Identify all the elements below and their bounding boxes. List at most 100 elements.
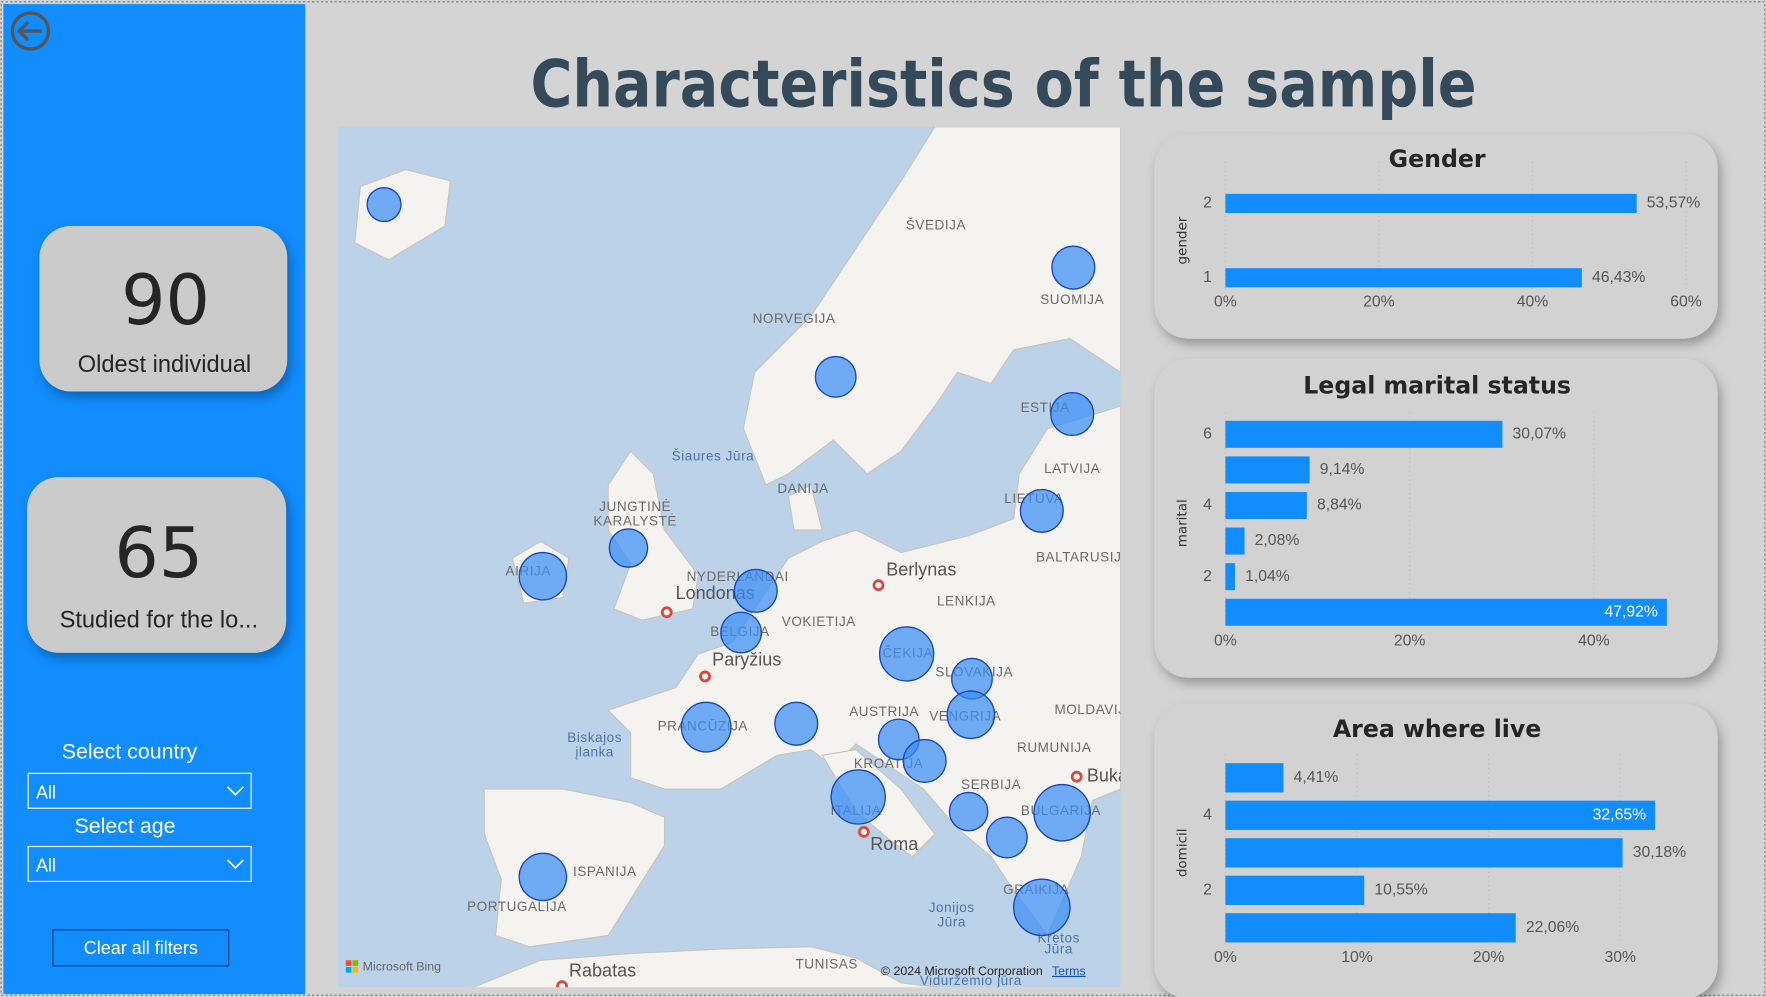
map-label: Jūra <box>937 915 966 930</box>
card-value: 90 <box>121 260 210 341</box>
axis-title: marital <box>1175 499 1191 547</box>
map-label: TUNISAS <box>795 956 857 971</box>
map-label: LATVIJA <box>1044 461 1100 476</box>
bar <box>1225 563 1235 591</box>
back-button[interactable] <box>10 11 51 51</box>
clear-button[interactable]: Clear all filters <box>52 929 230 967</box>
map-label: SUOMIJA <box>1040 292 1104 307</box>
y-tick-label: 4 <box>1203 806 1212 823</box>
filter-label: Select age <box>75 814 176 838</box>
bar <box>1225 527 1245 555</box>
map-bubble <box>518 551 568 601</box>
y-tick-label: 1 <box>1203 269 1212 286</box>
map-bubble <box>1012 878 1071 937</box>
map-bubble <box>878 626 935 682</box>
chart: Gender gender 0% 20% 40% 60% 2 53,57% 1 46,43% <box>1154 133 1718 339</box>
value-label: 30,07% <box>1513 425 1566 442</box>
map-label: Viduržemio jūra <box>920 973 1022 988</box>
map-label: VOKIETIJA <box>782 614 856 629</box>
map-bubble <box>608 528 649 568</box>
map-label: MOLDAVIJA <box>1054 702 1135 717</box>
x-tick-label: 20% <box>1363 294 1395 311</box>
chart-title: Legal marital status <box>1303 371 1571 399</box>
value-label: 47,92% <box>1604 603 1657 620</box>
card-value: 65 <box>114 513 203 594</box>
map-bubble <box>946 690 996 740</box>
y-tick-label: 2 <box>1203 195 1212 212</box>
chart: Legal marital status marital 0% 20% 40% 6 30,0… <box>1154 358 1718 678</box>
map-bubble <box>774 701 819 746</box>
y-tick-label: 4 <box>1203 497 1212 514</box>
value-label: 10,55% <box>1374 881 1427 898</box>
value-label: 53,57% <box>1647 195 1700 212</box>
map-bubble <box>830 769 886 825</box>
terms-link[interactable]: Terms <box>1052 964 1086 978</box>
x-tick-label: 0% <box>1214 949 1237 966</box>
x-tick-label: 10% <box>1341 949 1373 966</box>
map-label: Rabatas <box>569 960 636 980</box>
map-label: įlanka <box>575 745 614 760</box>
card-label: Studied for the lo... <box>60 608 258 634</box>
logo-text: Microsoft Bing <box>363 959 442 973</box>
city-markers <box>556 579 1083 988</box>
dropdown-value: All <box>36 782 56 802</box>
map-label: RUMUNIJA <box>1017 740 1091 755</box>
map-label: Biskajos <box>567 730 622 745</box>
map[interactable]: ŠVEDIJASUOMIJANORVEGIJAESTIJALATVIJALIET… <box>337 126 1177 996</box>
value-label: 1,04% <box>1245 568 1290 585</box>
value-label: 4,41% <box>1294 769 1339 786</box>
map-label: PORTUGALIJA <box>467 899 567 914</box>
x-tick-label: 0% <box>1214 294 1237 311</box>
map-logo: Microsoft Bing <box>345 959 442 973</box>
map-bubble <box>902 738 947 783</box>
map-bubble <box>1019 488 1064 533</box>
map-label: Šiaures Jūra <box>672 448 755 463</box>
bar <box>1225 913 1516 943</box>
map-label: NORVEGIJA <box>753 311 836 326</box>
map-label: Jūra <box>1044 942 1073 957</box>
value-label: 30,18% <box>1633 844 1686 861</box>
dropdown[interactable]: All <box>27 772 252 809</box>
bar <box>1225 491 1307 519</box>
chart: Area where live domicil 0% 10% 20% 30% 4,41% 4 3… <box>1154 703 1718 997</box>
dropdown[interactable]: All <box>27 845 252 882</box>
x-tick-label: 0% <box>1214 633 1237 650</box>
bar <box>1225 763 1284 793</box>
map-bubble <box>1050 391 1095 437</box>
map-bubble <box>518 852 568 902</box>
bar <box>1225 193 1637 213</box>
filter-label: Select country <box>62 740 198 764</box>
map-bubble <box>1051 245 1096 290</box>
map-label: Paryžius <box>712 649 781 669</box>
map-label: LENKIJA <box>937 594 996 609</box>
map-bubble <box>985 816 1028 859</box>
map-bubble <box>948 791 989 832</box>
page-title: Characteristics of the sample <box>530 47 1476 123</box>
map-label: Jonijos <box>929 900 975 915</box>
value-label: 9,14% <box>1320 461 1365 478</box>
value-label: 8,84% <box>1317 497 1362 514</box>
map-label: ISPANIJA <box>573 864 637 879</box>
bar <box>1225 456 1310 484</box>
card <box>39 225 288 392</box>
x-tick-label: 40% <box>1578 633 1610 650</box>
axis-title: gender <box>1175 216 1191 264</box>
map-label: SERBIJA <box>961 777 1021 792</box>
button-label: Clear all filters <box>84 938 198 958</box>
map-bubble <box>680 701 732 753</box>
map-label: ŠVEDIJA <box>906 218 966 233</box>
y-tick-label: 6 <box>1203 425 1212 442</box>
bar <box>1225 838 1623 868</box>
x-tick-label: 30% <box>1604 949 1636 966</box>
dropdown-value: All <box>36 856 56 876</box>
value-label: 32,65% <box>1593 806 1646 823</box>
map-label: BALTARUSIJA <box>1036 550 1131 565</box>
map-label: DANIJA <box>777 481 828 496</box>
x-tick-label: 60% <box>1670 294 1702 311</box>
map-bubble <box>366 186 402 223</box>
map-label: KARALYSTĖ <box>593 514 677 529</box>
map-bubble <box>814 355 857 398</box>
x-tick-label: 20% <box>1394 633 1426 650</box>
chart-title: Area where live <box>1333 715 1541 743</box>
